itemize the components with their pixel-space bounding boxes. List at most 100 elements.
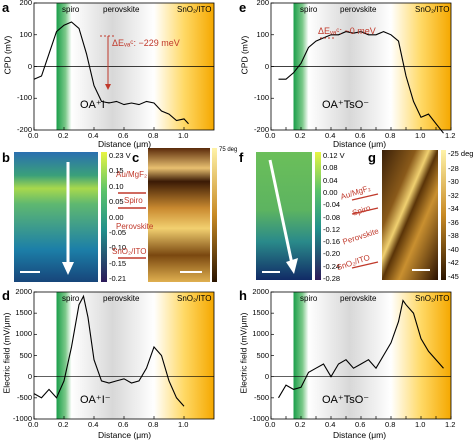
panel-e-xtick-label: 0.0 (265, 131, 276, 140)
colorbar-g-tick-6: -40 (448, 244, 459, 254)
panel-a-xtick-label: 0.8 (148, 131, 159, 140)
colorbar-c-top: 75 deg (219, 147, 238, 153)
panel-a-series-line (33, 21, 189, 125)
panel-label-a: a (2, 0, 10, 15)
colorbar-f-top: 0.12 V (323, 151, 345, 160)
region-label-spiro-e: spiro (300, 5, 318, 14)
x-axis-title-e: Distance (μm) (333, 139, 387, 149)
region-label-sno2-a: SnO₂/ITO (177, 5, 212, 14)
colorbar-f-tick-3: -0.04 (323, 200, 341, 210)
panel-d-ytick-label: 500 (19, 350, 32, 360)
kpfm-image-f (256, 152, 312, 280)
panel-d-xtick-label: 1.0 (178, 420, 189, 429)
afm-image-g (382, 150, 438, 280)
panel-d-region-1 (71, 292, 154, 419)
panel-a-xtick-label: 0.0 (28, 131, 39, 140)
panel-h-xtick-label: 0.2 (295, 420, 306, 429)
panel-h-region-0 (293, 292, 309, 419)
panel-e-ytick-label: 200 (256, 0, 269, 7)
panel-a-xtick-label: 0.6 (118, 131, 129, 140)
region-label-spiro-h: spiro (300, 294, 318, 303)
panel-a-ytick-label: 0 (27, 61, 32, 71)
colorbar-g-tick-3: -34 (448, 204, 459, 214)
panel-label-c: c (132, 150, 140, 165)
panel-label-e: e (239, 0, 247, 15)
colorbar-g-top: -25 deg (448, 149, 474, 158)
region-label-spiro-a: spiro (62, 5, 80, 14)
colorbar-g-tick-5: -38 (448, 231, 459, 241)
colorbar-f-tick-5: -0.12 (323, 224, 341, 234)
panel-label-d: d (2, 288, 10, 303)
panel-label-f: f (239, 150, 244, 165)
panel-e-ytick-label: 0 (264, 61, 269, 71)
panel-h-ytick-label: 2000 (252, 287, 269, 296)
panel-h-xtick-label: 0.0 (265, 420, 276, 429)
panel-h-xtick-label: 0.8 (385, 420, 396, 429)
panel-h-ytick-label: 500 (256, 350, 269, 360)
panel-d-series-line (33, 294, 185, 407)
colorbar-g (441, 150, 446, 280)
panel-e-xtick-label: 0.6 (355, 131, 366, 140)
scan-arrowhead-f (286, 258, 298, 274)
colorbar-b-tick-7: -0.21 (109, 274, 127, 283)
panel-a-xtick-label: 0.2 (58, 131, 69, 140)
panel-h-xtick-label: 1.2 (445, 420, 456, 429)
panel-h-xtick-label: 1.0 (415, 420, 426, 429)
layer-label-c-2: Perovskite (116, 222, 154, 231)
panel-a-ytick-label: 100 (19, 29, 32, 39)
sample-label-a: OA⁺I⁻ (80, 99, 111, 111)
panel-e-series-line (278, 31, 444, 134)
layer-label-c-3: SnO₂/ITO (112, 247, 147, 256)
panel-d-xtick-label: 0.4 (88, 420, 99, 429)
y-axis-title-h: Electric field (mV/μm) (238, 312, 249, 394)
panel-d-region-0 (56, 292, 72, 419)
panel-a-ytick-label: -100 (16, 93, 32, 103)
region-label-sno2-e: SnO₂/ITO (415, 5, 450, 14)
colorbar-b-tick-3: 0.00 (109, 212, 124, 222)
y-axis-title-e: CPD (mV) (239, 35, 250, 75)
colorbar-b-tick-6: -0.15 (109, 258, 127, 268)
colorbar-f-tick-6: -0.16 (323, 237, 341, 247)
sample-label-e: OA⁺TsO⁻ (322, 99, 370, 111)
panel-h-ytick-label: 0 (264, 371, 269, 381)
x-axis-title-h: Distance (μm) (333, 430, 387, 440)
sample-label-d: OA⁺I⁻ (80, 394, 111, 406)
afm-image-c (148, 148, 210, 282)
sample-label-h: OA⁺TsO⁻ (322, 394, 370, 406)
layer-label-c-1: Spiro (124, 196, 143, 205)
colorbar-b-tick-5: -0.10 (109, 243, 127, 253)
colorbar-b-tick-2: 0.05 (109, 197, 124, 207)
kpfm-image-b (14, 152, 98, 282)
scan-arrowhead-b (62, 262, 74, 275)
panel-a-xtick-label: 0.4 (88, 131, 99, 140)
colorbar-f (315, 152, 321, 280)
colorbar-f-tick-7: -0.20 (323, 249, 341, 259)
colorbar-b-tick-1: 0.10 (109, 181, 124, 191)
panel-d-ytick-label: -500 (16, 392, 32, 402)
colorbar-g-tick-8: -45 (448, 272, 459, 281)
colorbar-b-tick-4: -0.05 (109, 227, 127, 237)
panel-d-ytick-label: 2000 (15, 287, 32, 296)
panel-d-region-2 (154, 292, 214, 419)
panel-d-xtick-label: 0.6 (118, 420, 129, 429)
delta-e-label-e: ΔEᵥₐᶜ: ~0 meV (318, 26, 376, 36)
panel-h-xtick-label: 0.6 (355, 420, 366, 429)
panel-e-xtick-label: 0.2 (295, 131, 306, 140)
panel-h-ytick-label: -500 (253, 392, 269, 402)
panel-e-xtick-label: 0.4 (325, 131, 336, 140)
panel-label-b: b (2, 150, 10, 165)
colorbar-c (212, 148, 217, 282)
colorbar-g-tick-7: -42 (448, 258, 459, 268)
colorbar-f-tick-9: -0.28 (323, 274, 341, 283)
panel-e-ytick-label: 100 (256, 29, 269, 39)
panel-d-xtick-label: 0.2 (58, 420, 69, 429)
colorbar-f-tick-8: -0.24 (323, 261, 341, 271)
panel-d-xtick-label: 0.8 (148, 420, 159, 429)
panel-d-ytick-label: -1000 (12, 414, 32, 423)
colorbar-b (101, 152, 107, 282)
panel-a-ytick-label: -200 (16, 125, 32, 134)
layer-label-c-0: Au/MgF₂ (116, 170, 148, 179)
panel-a-xtick-label: 1.0 (178, 131, 189, 140)
colorbar-g-tick-0: -28 (448, 163, 459, 173)
colorbar-f-tick-2: 0.00 (323, 187, 338, 197)
